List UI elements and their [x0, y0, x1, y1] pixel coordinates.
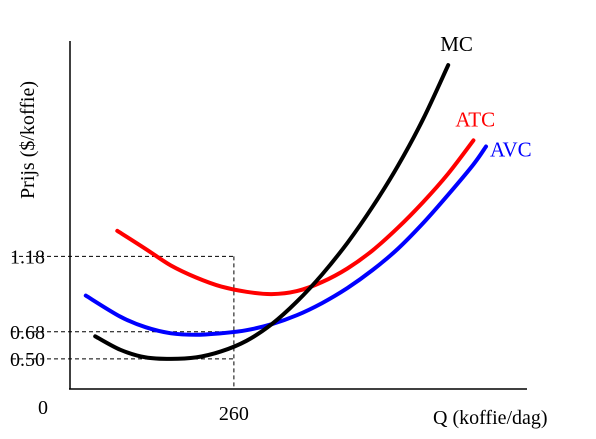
series-label-avc: AVC — [490, 137, 532, 161]
series-line-atc — [115, 138, 476, 297]
x-axis-label: Q (koffie/dag) — [433, 407, 548, 429]
cost-curves — [83, 63, 488, 361]
x-tick-label: 260 — [219, 403, 249, 425]
series-line-avc — [83, 144, 488, 337]
series-labels: MC ATC AVC — [440, 32, 531, 161]
origin-label: 0 — [38, 397, 48, 419]
series-label-atc: ATC — [455, 107, 495, 131]
series-label-mc: MC — [440, 32, 473, 56]
guide-lines — [12, 255, 235, 389]
series-line-mc — [93, 63, 451, 361]
tick-labels: 0.50 0.68 1.18 260 — [10, 246, 249, 425]
y-tick-label: 1.18 — [10, 246, 45, 268]
y-tick-label: 0.68 — [10, 322, 45, 344]
y-tick-label: 0.50 — [10, 349, 45, 371]
y-axis-label: Prijs ($/koffie) — [17, 81, 39, 199]
